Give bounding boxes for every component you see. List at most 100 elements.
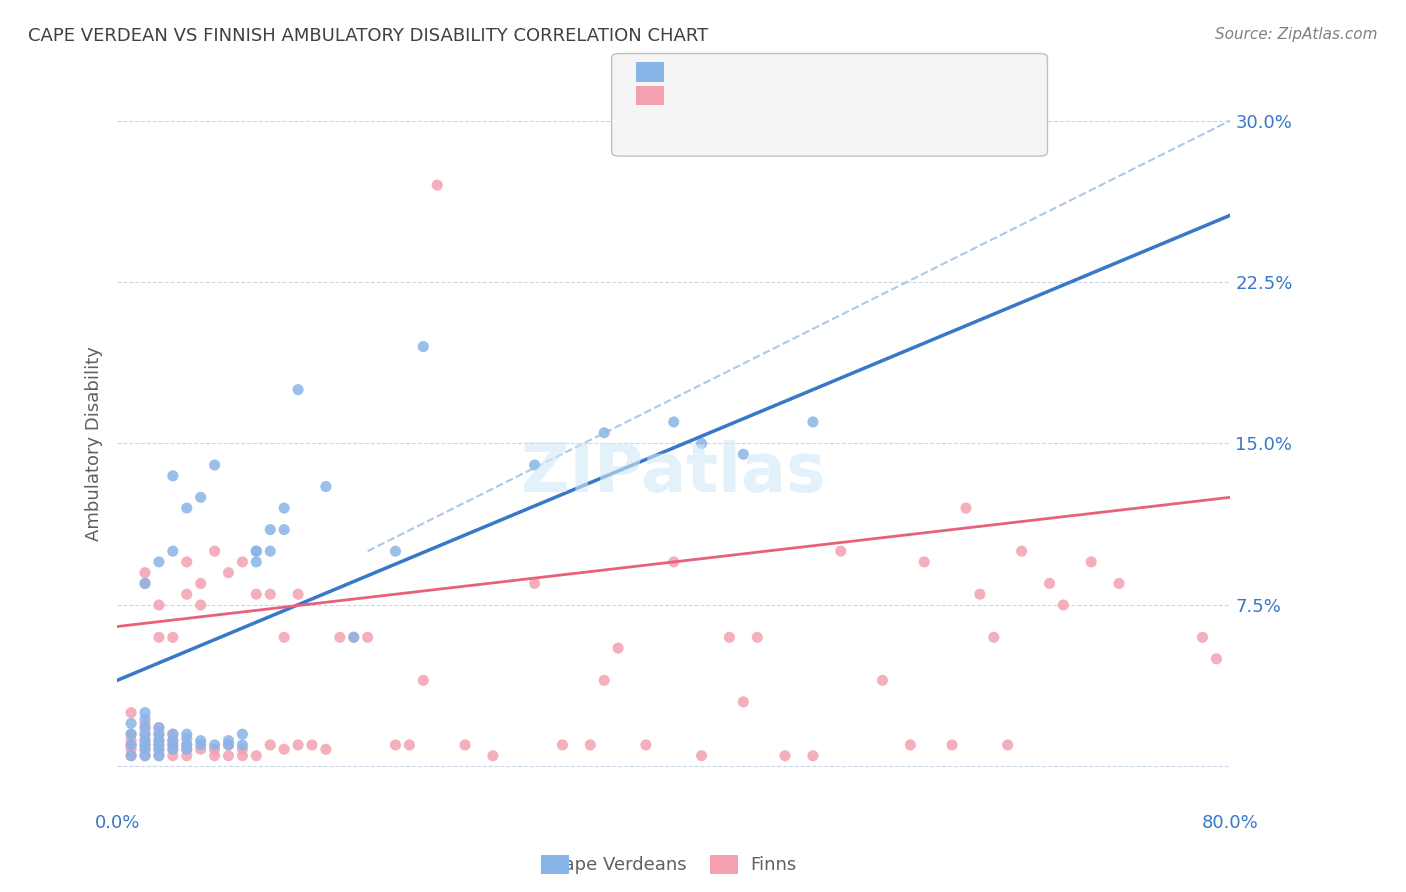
Point [384,738,406,752]
Text: Source: ZipAtlas.com: Source: ZipAtlas.com [1215,27,1378,42]
Point [801,748,824,763]
Point [662,555,685,569]
Point [176,748,198,763]
Point [162,630,184,644]
Point [718,630,741,644]
Point [162,733,184,747]
Text: R = 0.547   N = 58: R = 0.547 N = 58 [672,71,858,90]
Point [120,748,142,763]
Point [245,555,267,569]
Point [148,742,170,756]
Point [231,742,253,756]
Point [1052,598,1074,612]
Point [148,748,170,763]
Point [190,598,212,612]
Point [120,716,142,731]
Point [176,501,198,516]
Point [134,738,156,752]
Point [245,544,267,558]
Point [218,748,240,763]
Point [162,544,184,558]
Point [343,630,366,644]
Point [134,721,156,735]
Point [162,727,184,741]
Point [454,738,477,752]
Point [176,731,198,746]
Point [162,727,184,741]
Text: Cape Verdeans: Cape Verdeans [551,856,686,874]
Point [898,738,921,752]
Point [662,415,685,429]
Point [176,742,198,756]
Point [134,576,156,591]
Point [830,544,852,558]
Point [204,458,226,472]
Point [231,555,253,569]
Point [134,712,156,726]
Point [245,587,267,601]
Point [162,733,184,747]
Point [176,727,198,741]
Point [593,673,616,688]
Point [148,630,170,644]
Point [218,738,240,752]
Point [176,555,198,569]
Point [551,738,574,752]
Point [426,178,449,193]
Point [134,727,156,741]
Point [148,738,170,752]
Point [120,727,142,741]
Point [287,738,309,752]
Point [607,641,630,656]
Point [287,383,309,397]
Point [120,706,142,720]
Point [204,748,226,763]
Point [1038,576,1060,591]
Point [259,587,281,601]
Point [134,742,156,756]
Point [983,630,1005,644]
Y-axis label: Ambulatory Disability: Ambulatory Disability [86,346,103,541]
Point [162,748,184,763]
Point [204,742,226,756]
Point [204,738,226,752]
Point [747,630,769,644]
Text: CAPE VERDEAN VS FINNISH AMBULATORY DISABILITY CORRELATION CHART: CAPE VERDEAN VS FINNISH AMBULATORY DISAB… [28,27,709,45]
Point [148,727,170,741]
Point [134,566,156,580]
Point [579,738,602,752]
Point [120,738,142,752]
Point [398,738,420,752]
Point [733,447,755,461]
Point [273,523,295,537]
Point [523,576,546,591]
Point [204,544,226,558]
Point [176,738,198,752]
Point [148,721,170,735]
Point [634,738,657,752]
Point [872,673,894,688]
Point [733,695,755,709]
Point [482,748,505,763]
Point [162,468,184,483]
Point [218,733,240,747]
Point [120,738,142,752]
Point [218,566,240,580]
Text: ZIPatlas: ZIPatlas [522,440,827,506]
Point [120,748,142,763]
Point [1191,630,1213,644]
Point [134,748,156,763]
Point [218,738,240,752]
Point [955,501,977,516]
Point [134,727,156,741]
Point [134,742,156,756]
Point [1108,576,1130,591]
Point [801,415,824,429]
Point [245,544,267,558]
Point [301,738,323,752]
Point [412,340,434,354]
Point [148,733,170,747]
Point [134,733,156,747]
Point [190,742,212,756]
Point [273,742,295,756]
